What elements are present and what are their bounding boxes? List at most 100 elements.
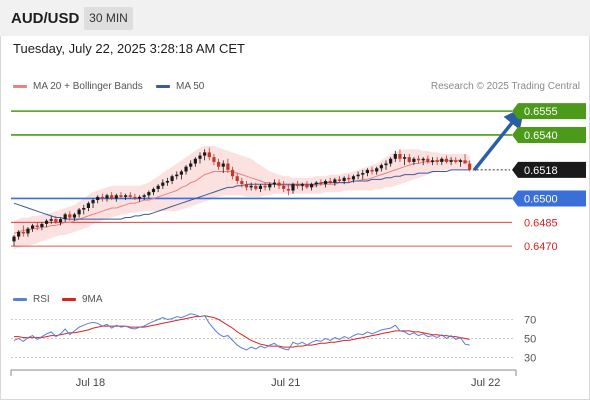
legend-ma20-label: MA 20 + Bollinger Bands [33, 81, 143, 92]
candle-body [407, 157, 411, 162]
rsi-line [13, 313, 470, 351]
legend-rsi: RSI [13, 294, 50, 305]
level-label-0.6555: 0.6555 [524, 106, 558, 118]
legend-ma20-swatch [13, 85, 27, 88]
candle-body [305, 184, 309, 188]
candle-body [72, 214, 77, 218]
candle-body [282, 185, 286, 189]
level-tag-0.6555 [512, 103, 586, 120]
candle-body [454, 160, 458, 162]
rsi-tick-30: 30 [524, 353, 536, 365]
candle-body [179, 171, 183, 175]
level-label-0.6485: 0.6485 [524, 217, 558, 229]
candle-body [370, 169, 374, 172]
bollinger-band [14, 146, 470, 250]
candle-body [128, 195, 132, 197]
candle-body [468, 163, 472, 170]
chart-header: AUD/USD 30 MIN [0, 0, 590, 36]
candle-body [254, 185, 258, 189]
candle-body [300, 184, 304, 186]
x-tick-label: Jul 18 [76, 377, 105, 389]
candle-body [426, 158, 430, 162]
candle-body [175, 174, 179, 177]
candle-body [100, 196, 104, 199]
candle-body [54, 219, 58, 223]
legend-rsi-label: RSI [33, 294, 50, 305]
candle-body [244, 184, 249, 188]
candle-body [156, 185, 160, 189]
candle-body [91, 200, 95, 204]
candle-body [249, 185, 253, 188]
candle-body [17, 231, 21, 237]
level-tag-0.6518 [512, 161, 586, 178]
candle-body [114, 195, 118, 199]
timeframe-badge[interactable]: 30 MIN [84, 7, 133, 30]
rsi-9ma-line [14, 315, 470, 348]
candle-body [337, 179, 342, 181]
level-label-0.6540: 0.6540 [524, 130, 558, 142]
candle-body [217, 161, 221, 167]
candle-body [203, 152, 207, 156]
candle-body [35, 225, 39, 228]
legend-ma20: MA 20 + Bollinger Bands [13, 81, 143, 92]
candle-body [31, 225, 35, 229]
candle-body [430, 160, 435, 162]
candle-body [310, 184, 314, 188]
rsi-tick-50: 50 [524, 334, 536, 346]
candle-body [21, 231, 25, 234]
candle-body [161, 182, 165, 186]
candle-body [458, 160, 462, 162]
candle-body [268, 184, 272, 188]
candle-body [221, 163, 225, 167]
legend-ma50-swatch [156, 85, 170, 88]
candle-body [151, 188, 156, 193]
candle-body [272, 182, 276, 185]
candle-body [96, 196, 100, 201]
symbol-title: AUD/USD [11, 10, 80, 27]
candle-body [351, 176, 356, 180]
candle-body [403, 157, 407, 159]
candle-body [277, 182, 281, 186]
candle-body [412, 158, 416, 162]
candle-body [240, 181, 244, 185]
candle-body [398, 154, 402, 159]
candle-body [49, 219, 53, 221]
candle-body [86, 203, 90, 208]
candle-body [361, 173, 365, 175]
x-tick-label: Jul 22 [471, 377, 500, 389]
candle-body [347, 177, 351, 180]
candle-body [44, 220, 49, 224]
x-tick-label: Jul 21 [271, 377, 300, 389]
legend-ma50-label: MA 50 [176, 81, 205, 92]
candle-body [416, 158, 421, 161]
candle-body [323, 181, 328, 185]
candle-body [12, 236, 16, 242]
level-label-0.6518: 0.6518 [524, 165, 558, 177]
candle-body [26, 228, 30, 234]
candle-body [342, 177, 346, 181]
candle-body [463, 160, 467, 164]
candle-body [170, 176, 174, 181]
rsi-tick-70: 70 [524, 315, 536, 327]
candle-body [258, 185, 263, 189]
legend-9ma: 9MA [62, 294, 103, 305]
candle-body [77, 209, 81, 215]
candle-body [235, 176, 239, 181]
candle-body [207, 152, 211, 158]
candle-body [263, 185, 267, 188]
candle-body [384, 163, 388, 166]
credit-text: Research © 2025 Trading Central [430, 81, 580, 92]
candle-body [184, 166, 188, 172]
level-label-0.6470: 0.6470 [524, 241, 558, 253]
candle-body [296, 184, 300, 186]
candle-body [365, 169, 369, 174]
candle-body [133, 196, 137, 199]
candle-body [444, 158, 449, 162]
candle-body [110, 195, 114, 199]
level-tag-0.6540 [512, 126, 586, 143]
candle-body [68, 214, 72, 218]
legend-rsi-swatch [13, 298, 27, 301]
candle-body [393, 154, 397, 159]
level-tag-0.6500 [512, 190, 586, 207]
candle-body [212, 157, 216, 162]
